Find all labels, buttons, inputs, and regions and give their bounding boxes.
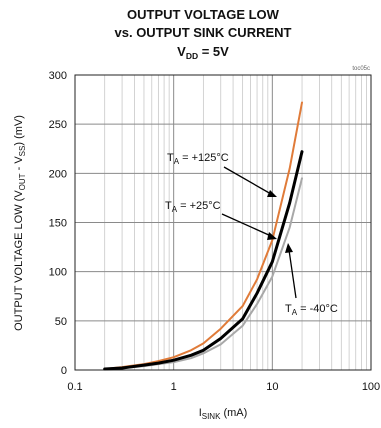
ylabel-s1: OUT — [18, 173, 27, 190]
ann-40-rest: = -40°C — [297, 303, 338, 315]
annotation-minus40c: TA = -40°C — [285, 303, 338, 317]
x-tick-label: 1 — [171, 381, 177, 393]
arrowhead-minus40c — [285, 243, 293, 253]
ylabel-p2: - V — [13, 156, 25, 174]
x-axis-label: ISINK (mA) — [199, 407, 248, 421]
arrow-minus40c — [288, 249, 297, 299]
y-tick-label: 250 — [49, 119, 67, 131]
y-tick-label: 0 — [61, 365, 67, 377]
series-lines — [103, 101, 304, 371]
ylabel-s2: SS — [18, 146, 27, 157]
vdd-sub: DD — [186, 51, 198, 61]
x-tick-label: 100 — [362, 381, 380, 393]
ann-40-t: T — [285, 303, 292, 315]
ann-125-sub: A — [174, 157, 180, 166]
figure-code: toc05c — [352, 66, 370, 72]
annotation-25c: TA = +25°C — [165, 200, 221, 214]
xlabel-sub: SINK — [202, 412, 221, 421]
y-tick-label: 300 — [49, 70, 67, 82]
chart-title-line-2: vs. OUTPUT SINK CURRENT — [115, 25, 292, 40]
x-tick-label: 0.1 — [67, 381, 82, 393]
ann-25-t: T — [165, 200, 172, 212]
y-tick-label: 150 — [49, 218, 67, 230]
arrow-25c — [221, 213, 272, 237]
y-tick-labels: 0 50 100 150 200 250 300 — [49, 70, 67, 377]
ann-40-sub: A — [292, 308, 298, 317]
ylabel-p1: OUTPUT VOLTAGE LOW (V — [13, 190, 25, 331]
plot-frame — [74, 74, 372, 371]
chart-title-vdd: VDD = 5V — [177, 44, 229, 61]
chart-title-line-1: OUTPUT VOLTAGE LOW — [127, 7, 280, 22]
x-tick-label: 10 — [266, 381, 278, 393]
xlabel-rest: (mA) — [220, 407, 247, 419]
ann-25-sub: A — [172, 205, 178, 214]
vdd-rest: = 5V — [198, 44, 229, 59]
ann-25-rest: = +25°C — [177, 200, 221, 212]
vdd-main: V — [177, 44, 186, 59]
xlabel-main: I — [199, 407, 202, 419]
arrowhead-125c — [267, 190, 277, 197]
arrowhead-25c — [267, 232, 277, 240]
ylabel-p3: ) (mV) — [13, 115, 25, 146]
ann-125-rest: = +125°C — [179, 152, 229, 164]
x-tick-labels: 0.1 1 10 100 — [67, 381, 380, 393]
arrow-125c — [223, 166, 272, 195]
y-axis-label: OUTPUT VOLTAGE LOW (VOUT - VSS) (mV) — [13, 115, 27, 331]
ann-125-t: T — [167, 152, 174, 164]
y-tick-label: 50 — [55, 316, 67, 328]
series-line-1 — [103, 150, 304, 371]
annotation-125c: TA = +125°C — [167, 152, 229, 166]
y-tick-label: 200 — [49, 168, 67, 180]
y-tick-label: 100 — [49, 267, 67, 279]
